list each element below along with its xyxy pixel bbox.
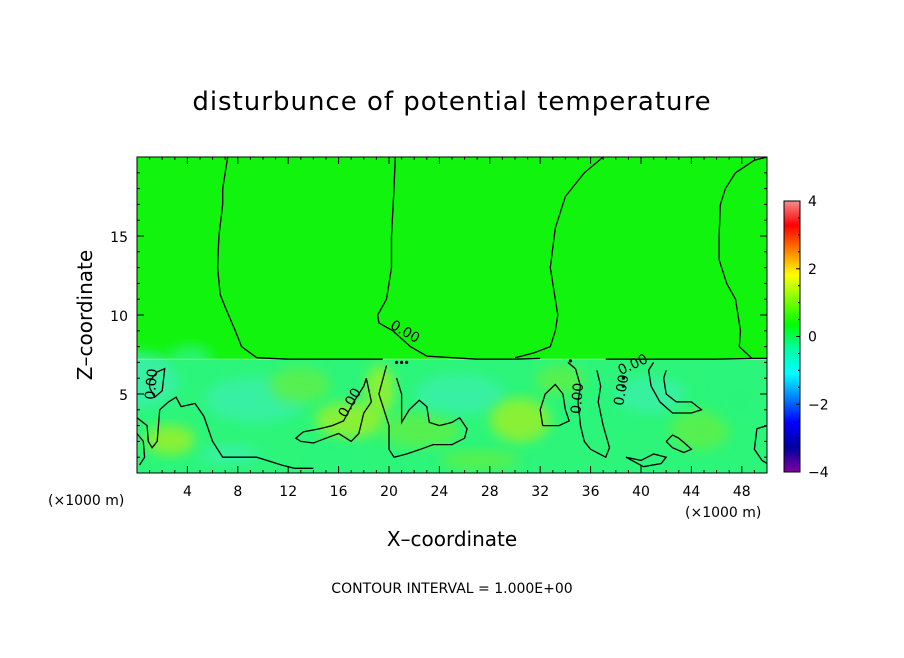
colorbar-label: −4: [808, 465, 829, 481]
field-patch: [490, 398, 550, 442]
field-patch: [168, 345, 212, 375]
field-patch: [145, 425, 195, 455]
y-axis: 5 10 15: [110, 172, 767, 458]
field-patch: [380, 412, 460, 448]
contour-line: [718, 157, 767, 360]
contour-line: [625, 453, 668, 468]
contour-line: [216, 157, 383, 360]
contour-interval-text: CONTOUR INTERVAL = 1.000E+00: [331, 581, 572, 597]
x-unit-right: (×1000 m): [685, 505, 761, 521]
y-tick-label: 5: [119, 388, 128, 404]
contour-label: 0.00: [611, 373, 632, 406]
x-tick-label: 4: [183, 484, 192, 500]
x-tick-label: 44: [682, 484, 700, 500]
contour-speck: [621, 376, 625, 380]
field-patch: [670, 410, 730, 450]
contour-lines: [137, 157, 767, 469]
contour-line: [665, 434, 693, 454]
x-tick-label: 32: [531, 484, 549, 500]
colorbar-label: 2: [808, 262, 817, 278]
contour-line: [377, 157, 541, 360]
contour-line: [514, 157, 604, 359]
x-tick-label: 48: [733, 484, 751, 500]
contour-line: [137, 396, 314, 469]
contour-line: [148, 367, 166, 399]
contour-label: 0.00: [568, 382, 587, 414]
x-tick-label: 28: [481, 484, 499, 500]
lower-layer-field: [137, 345, 767, 473]
x-tick-label: 36: [582, 484, 600, 500]
field-patch: [137, 352, 180, 408]
contour-line: [539, 383, 571, 427]
colorbar: 4 2 0 −2 −4: [783, 194, 829, 481]
x-tick-label: 16: [330, 484, 348, 500]
contour-line: [294, 378, 373, 444]
colorbar-label: 4: [808, 194, 817, 210]
field-patch: [535, 365, 585, 395]
x-tick-label: 12: [279, 484, 297, 500]
x-tick-label: 24: [430, 484, 448, 500]
contour-speck: [568, 359, 573, 363]
x-axis: 4 8 12 16 20 24 28 32 36 40 44 48: [149, 157, 755, 500]
x-unit-left: (×1000 m): [48, 493, 124, 509]
contour-line: [378, 365, 468, 458]
field-patch: [315, 402, 385, 438]
contour-speck: [394, 360, 399, 364]
field-patch: [310, 443, 350, 467]
contour-line: [137, 433, 146, 466]
contour-line: [567, 361, 611, 459]
contour-speck: [405, 360, 409, 364]
field-patch: [415, 375, 505, 415]
chart-title: disturbunce of potential temperature: [192, 87, 711, 117]
x-tick-label: 8: [233, 484, 242, 500]
x-axis-title: X–coordinate: [387, 527, 517, 551]
field-patch: [715, 375, 765, 425]
contour-line: [647, 362, 703, 414]
contour-label: 0.00: [143, 368, 162, 400]
contour-speck: [621, 384, 625, 388]
contour-line: [753, 424, 767, 465]
x-tick-label: 40: [632, 484, 650, 500]
colorbar-label: −2: [808, 397, 829, 413]
field-patch: [200, 445, 260, 465]
field-patch: [615, 377, 685, 413]
y-tick-label: 15: [110, 230, 128, 246]
field-patch: [270, 367, 330, 403]
field-patch: [440, 450, 520, 470]
contour-speck: [400, 360, 404, 364]
y-tick-label: 10: [110, 309, 128, 325]
contour-line: [605, 357, 752, 360]
x-tick-label: 20: [380, 484, 398, 500]
y-axis-title: Z–coordinate: [73, 250, 97, 380]
plot-area: [137, 157, 767, 473]
colorbar-label: 0: [808, 330, 817, 346]
